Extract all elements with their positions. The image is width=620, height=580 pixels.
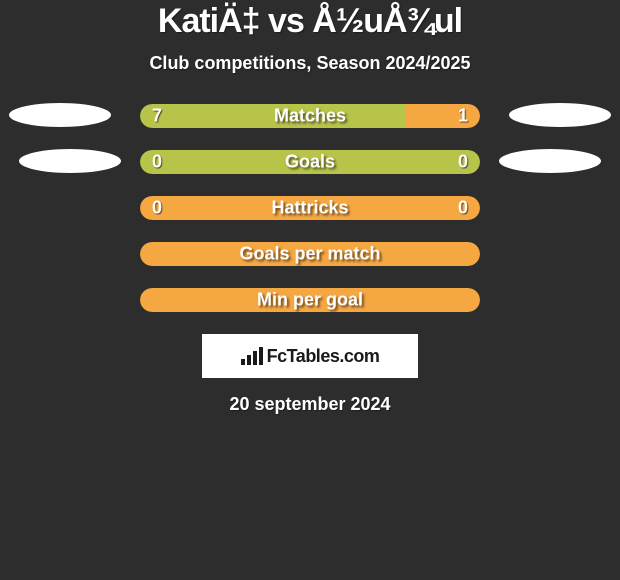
stat-bar-neutral [140, 196, 480, 220]
stat-value-left: 7 [152, 106, 162, 127]
source-logo: FcTables.com [202, 334, 418, 378]
comparison-chart: 7 1 Matches 0 0 Goals 0 0 Hattricks [0, 104, 620, 312]
stat-value-right: 0 [458, 198, 468, 219]
stat-row-hattricks: 0 0 Hattricks [0, 196, 620, 220]
stat-bar: 0 0 Goals [140, 150, 480, 174]
stat-bar: 0 0 Hattricks [140, 196, 480, 220]
stat-bar-left [140, 150, 480, 174]
page-subtitle: Club competitions, Season 2024/2025 [149, 53, 470, 74]
stat-value-left: 0 [152, 152, 162, 173]
stat-bar: Goals per match [140, 242, 480, 266]
stat-value-right: 0 [458, 152, 468, 173]
page: KatiÄ‡ vs Å½uÅ¾ul Club competitions, Sea… [0, 0, 620, 580]
stat-row-matches: 7 1 Matches [0, 104, 620, 128]
stat-bar-neutral [140, 242, 480, 266]
stat-row-min-per-goal: Min per goal [0, 288, 620, 312]
logo-inner: FcTables.com [241, 346, 380, 367]
stat-bar: Min per goal [140, 288, 480, 312]
stat-value-left: 0 [152, 198, 162, 219]
page-title: KatiÄ‡ vs Å½uÅ¾ul [158, 2, 462, 41]
stat-value-right: 1 [458, 106, 468, 127]
stat-bar: 7 1 Matches [140, 104, 480, 128]
stat-row-goals-per-match: Goals per match [0, 242, 620, 266]
bar-chart-icon [241, 347, 263, 365]
stat-bar-neutral [140, 288, 480, 312]
stat-row-goals: 0 0 Goals [0, 150, 620, 174]
logo-text: FcTables.com [267, 346, 380, 367]
date-label: 20 september 2024 [229, 394, 390, 415]
stat-bar-left [140, 104, 405, 128]
stat-bar-right [405, 104, 480, 128]
